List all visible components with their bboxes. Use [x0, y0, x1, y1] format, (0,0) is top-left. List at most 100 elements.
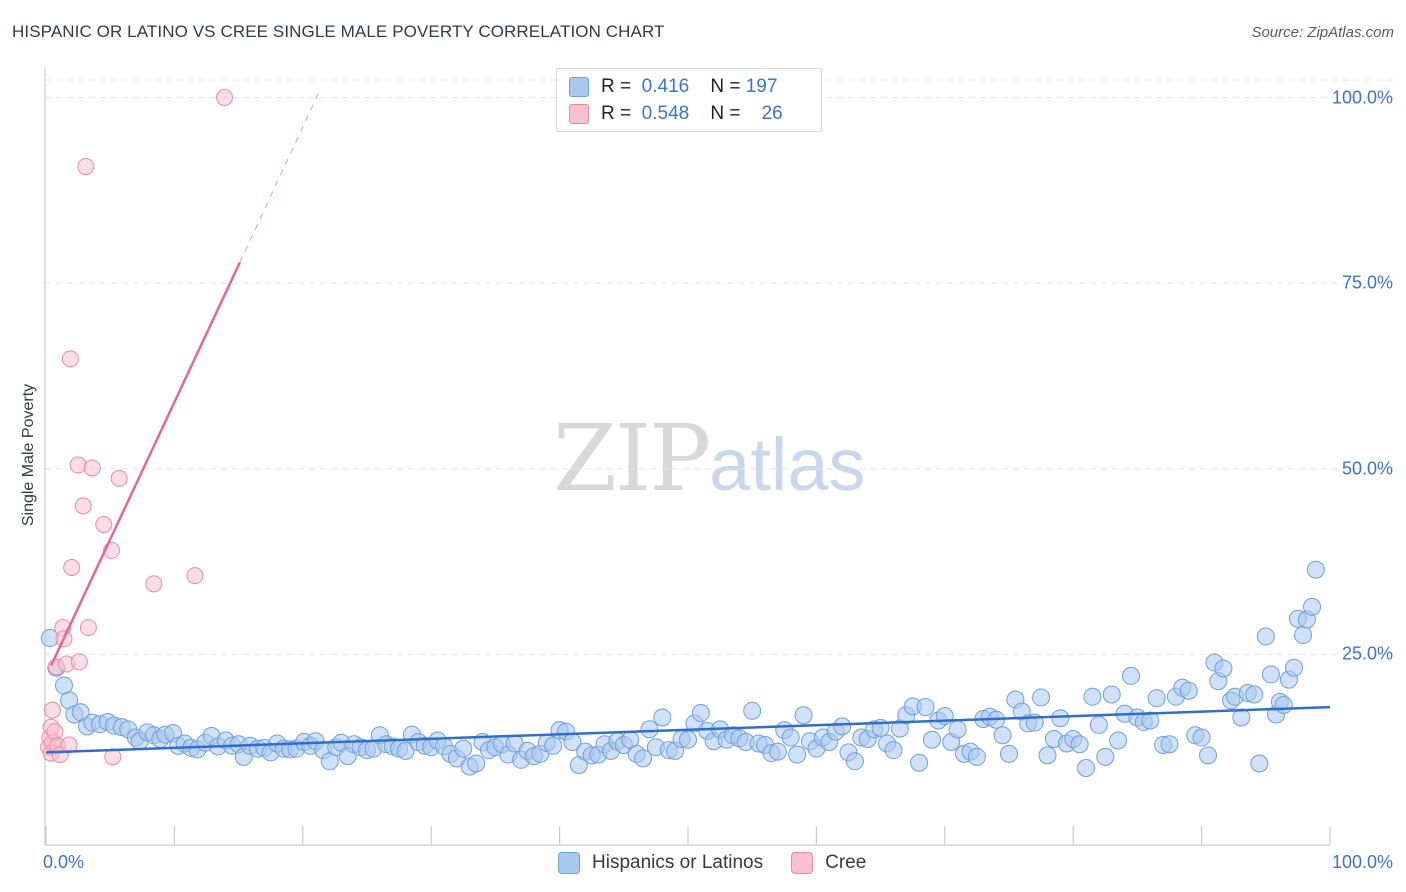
data-point-hispanics	[1179, 681, 1198, 700]
data-point-hispanics	[640, 720, 659, 739]
data-point-hispanics	[794, 706, 813, 725]
n-value: 26	[761, 103, 783, 124]
data-point-hispanics	[454, 739, 473, 758]
legend-swatch-blue	[558, 852, 580, 874]
watermark: ZIPatlas	[553, 405, 865, 512]
data-point-hispanics	[1285, 658, 1304, 677]
data-point-hispanics	[1096, 747, 1115, 766]
data-point-hispanics	[1274, 695, 1293, 714]
data-point-hispanics	[916, 698, 935, 717]
r-value: 0.416	[641, 76, 690, 97]
series-cree-points	[40, 89, 233, 766]
data-point-hispanics	[1032, 688, 1051, 707]
data-point-cree	[186, 567, 204, 585]
trendline-hispanics	[45, 705, 1331, 754]
y-tick-label: 25.0%	[1341, 643, 1393, 664]
axes	[44, 68, 1331, 846]
data-point-hispanics	[948, 720, 967, 739]
data-point-cree	[61, 350, 79, 368]
data-point-hispanics	[743, 701, 762, 720]
n-label: N =	[710, 103, 741, 124]
data-point-hispanics	[1070, 735, 1089, 754]
x-tick-label-min: 0.0%	[43, 852, 85, 872]
data-point-hispanics	[1245, 685, 1264, 704]
data-point-hispanics	[1261, 665, 1280, 684]
y-tick-label: 100.0%	[1331, 87, 1393, 107]
data-point-hispanics	[788, 745, 807, 764]
data-point-hispanics	[845, 752, 864, 771]
data-point-cree	[95, 515, 113, 533]
chart-title: HISPANIC OR LATINO VS CREE SINGLE MALE P…	[12, 22, 665, 41]
legend-row-cree: R = 0.548 N = 26	[569, 103, 783, 125]
trendlines	[45, 93, 1331, 754]
data-point-hispanics	[653, 708, 672, 727]
r-label: R =	[601, 76, 632, 97]
data-point-cree	[43, 701, 61, 719]
data-point-hispanics	[768, 742, 787, 761]
data-point-cree	[74, 497, 92, 515]
y-tick-label: 50.0%	[1341, 458, 1393, 479]
data-point-hispanics	[967, 747, 986, 766]
data-point-hispanics	[1250, 754, 1269, 773]
data-point-hispanics	[1051, 709, 1070, 728]
n-value: 197	[745, 76, 778, 97]
trendline-cree	[50, 261, 242, 667]
watermark-atlas: atlas	[709, 423, 866, 506]
data-point-cree	[83, 459, 101, 477]
legend-label-hispanics: Hispanics or Latinos	[592, 852, 764, 873]
data-point-cree	[110, 469, 128, 487]
data-point-hispanics	[1121, 666, 1140, 685]
series-legend: Hispanics or Latinos Cree	[558, 852, 894, 874]
data-point-hispanics	[1192, 728, 1211, 747]
data-point-cree	[145, 575, 163, 593]
data-point-cree	[69, 456, 87, 474]
legend-item-hispanics[interactable]: Hispanics or Latinos	[558, 852, 763, 874]
data-point-hispanics	[679, 730, 697, 749]
data-point-hispanics	[1294, 626, 1313, 645]
data-point-hispanics	[884, 741, 903, 760]
data-point-hispanics	[993, 726, 1012, 745]
data-point-cree	[70, 653, 88, 671]
y-tick-label: 75.0%	[1341, 272, 1393, 293]
x-tick-label-max: 100.0%	[1331, 852, 1393, 872]
data-point-hispanics	[1038, 746, 1057, 765]
data-point-hispanics	[1077, 758, 1096, 777]
data-point-hispanics	[910, 753, 929, 772]
r-label: R =	[601, 103, 632, 124]
source-label: Source: ZipAtlas.com	[1251, 24, 1394, 41]
data-point-cree	[79, 619, 97, 637]
data-point-hispanics	[634, 749, 653, 768]
data-point-hispanics	[1083, 687, 1102, 706]
data-point-hispanics	[467, 754, 486, 773]
legend-item-cree[interactable]: Cree	[791, 852, 866, 874]
data-point-cree	[77, 158, 95, 176]
data-point-hispanics	[833, 717, 852, 736]
data-point-hispanics	[1102, 685, 1121, 704]
legend-label-cree: Cree	[825, 852, 867, 873]
data-point-hispanics	[781, 728, 800, 747]
data-point-cree	[46, 723, 64, 741]
data-point-hispanics	[1000, 744, 1018, 763]
data-point-hispanics	[1199, 746, 1218, 765]
trendline-cree-extended	[239, 93, 319, 263]
watermark-zip: ZIP	[553, 405, 711, 512]
data-point-hispanics	[1141, 711, 1160, 730]
legend-swatch-blue	[569, 77, 589, 97]
data-point-hispanics	[1160, 735, 1179, 754]
correlation-legend: R = 0.416 N = 197 R = 0.548 N = 26	[556, 68, 822, 132]
data-point-hispanics	[1306, 560, 1325, 579]
legend-row-hispanics: R = 0.416 N = 197	[569, 76, 777, 98]
data-point-hispanics	[1214, 659, 1233, 678]
data-point-hispanics	[922, 730, 941, 749]
data-point-hispanics	[544, 736, 563, 755]
legend-swatch-pink	[569, 104, 589, 124]
data-point-hispanics	[396, 741, 415, 760]
data-point-hispanics	[1109, 731, 1128, 750]
data-point-hispanics	[1147, 689, 1166, 708]
data-point-hispanics	[691, 704, 710, 723]
data-point-hispanics	[1256, 627, 1275, 646]
y-axis-label: Single Male Poverty	[20, 383, 37, 527]
gridlines	[45, 79, 1395, 655]
data-point-hispanics	[1089, 715, 1108, 734]
